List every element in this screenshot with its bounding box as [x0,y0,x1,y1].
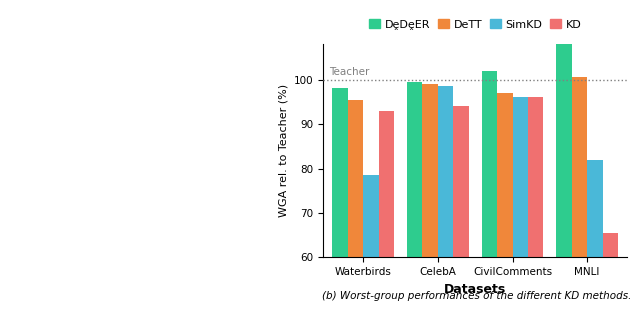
Bar [556,8,572,314]
Bar [438,86,453,314]
X-axis label: Datasets: Datasets [444,283,506,296]
Bar [481,71,497,314]
Y-axis label: WGA rel. to Teacher (%): WGA rel. to Teacher (%) [278,84,288,217]
Bar [453,106,469,314]
Bar [379,111,394,314]
Text: Teacher: Teacher [329,67,369,77]
Bar [332,89,348,314]
Text: (b) Worst-group performances of the different KD methods.: (b) Worst-group performances of the diff… [322,291,632,301]
Bar [528,97,543,314]
Bar [407,82,422,314]
Bar [572,77,587,314]
Bar [603,233,618,314]
Bar [422,84,438,314]
Bar [587,160,603,314]
Bar [513,97,528,314]
Bar [364,175,379,314]
Bar [497,93,513,314]
Legend: DḙDḙER, DeTT, SimKD, KD: DḙDḙER, DeTT, SimKD, KD [365,15,586,34]
Bar [348,100,364,314]
